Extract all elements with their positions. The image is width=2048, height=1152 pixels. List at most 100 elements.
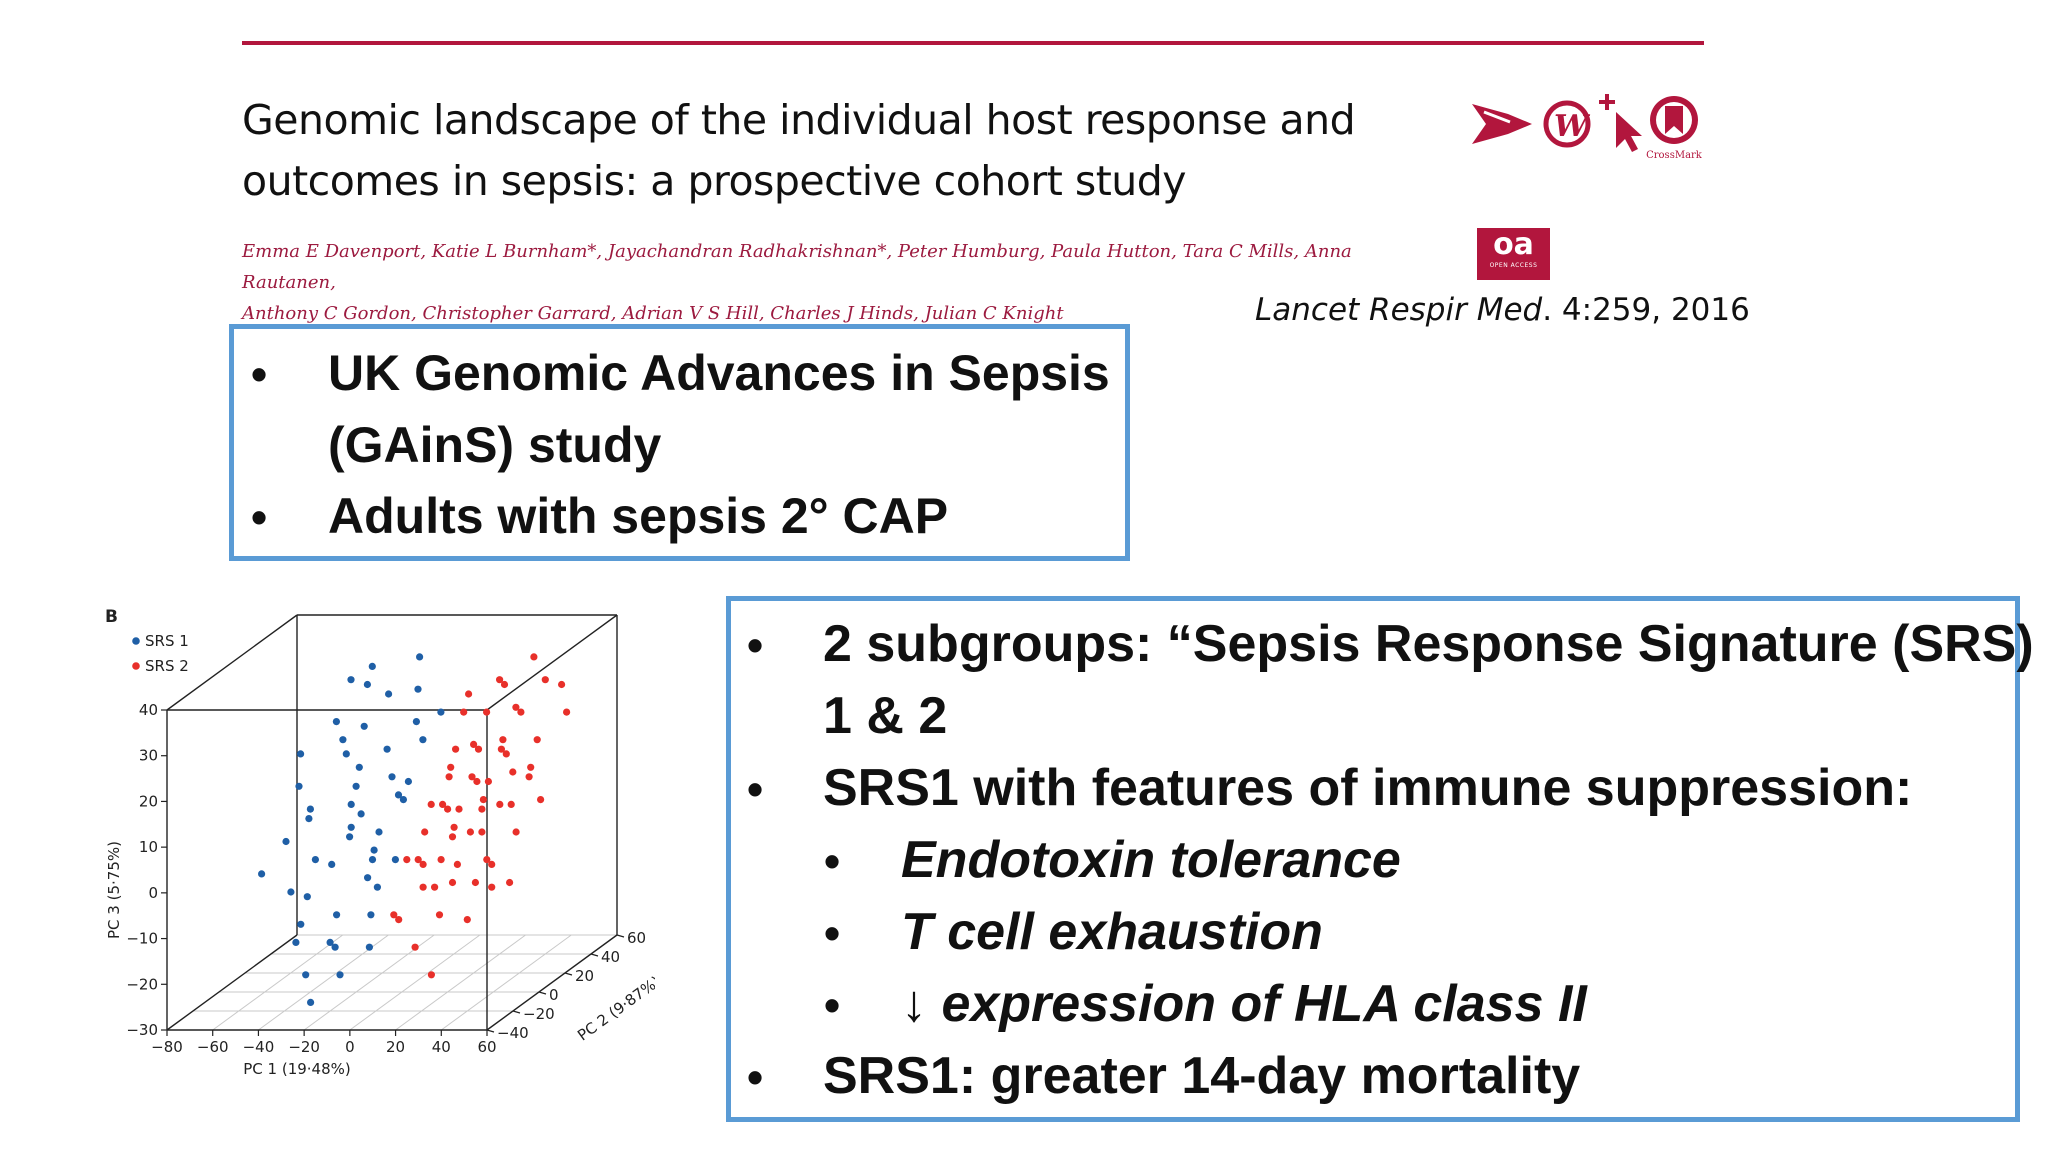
srs2-point	[435, 911, 444, 919]
srs1-point	[303, 893, 311, 901]
srs2-point	[563, 708, 571, 716]
srs2-point	[419, 883, 427, 891]
srs1-point	[342, 750, 350, 758]
feature-hla-expression: expression of HLA class II	[927, 975, 1587, 1033]
cube-edge	[486, 614, 618, 711]
srs1-point	[347, 800, 355, 808]
srs1-point	[391, 856, 399, 864]
srs1-point	[311, 856, 319, 864]
x-tick-label: 40	[432, 1038, 451, 1056]
srs2-point	[512, 828, 520, 836]
srs2-point	[421, 828, 429, 836]
y-tick-label: 10	[139, 838, 158, 856]
srs1-point	[368, 662, 376, 670]
srs1-point	[383, 745, 391, 753]
srs1-point	[419, 736, 427, 744]
srs1-point	[282, 837, 290, 846]
srs1-point	[347, 676, 355, 684]
srs2-point	[537, 796, 545, 804]
svg-text:W: W	[1554, 109, 1591, 144]
srs2-point	[470, 740, 478, 748]
srs2-point	[445, 773, 453, 781]
srs2-point	[484, 777, 492, 786]
x-tick-label: 0	[345, 1038, 355, 1056]
srs2-point	[468, 773, 476, 781]
y-tick-label: −20	[126, 975, 158, 993]
y-tick-label: 40	[139, 701, 158, 719]
srs2-point	[431, 883, 439, 891]
z-tick-label: −20	[523, 1005, 555, 1023]
srs2-point	[507, 800, 515, 808]
arrow-logo-icon[interactable]	[1472, 104, 1532, 144]
srs2-point	[460, 708, 468, 716]
y-tick-label: 30	[139, 747, 158, 765]
srs1-point	[287, 888, 295, 896]
author-list: Emma E Davenport, Katie L Burnham*, Jaya…	[242, 236, 1392, 329]
z-tick	[538, 991, 547, 995]
srs2-point	[558, 680, 566, 689]
citation-details: . 4:259, 2016	[1542, 292, 1750, 328]
srs2-point	[414, 856, 422, 864]
subgroups-line-1: 2 subgroups: “Sepsis Response Signature …	[823, 615, 2034, 673]
bullet: •	[747, 763, 764, 815]
cube-edge	[166, 934, 298, 1031]
floor-gridline	[212, 934, 344, 1031]
floor-gridline	[440, 934, 572, 1031]
srs1-point	[375, 828, 383, 836]
srs1-point	[328, 860, 336, 868]
srs1-point	[388, 773, 396, 781]
z-tick-label: 60	[627, 929, 646, 947]
srs2-point	[465, 690, 473, 698]
srs1-point	[347, 823, 355, 831]
header-rule	[242, 41, 1704, 45]
w-logo-icon[interactable]: W	[1543, 100, 1591, 148]
feature-endotoxin-tolerance: Endotoxin tolerance	[901, 831, 1401, 889]
y-tick-label: 0	[148, 884, 158, 902]
srs1-point	[365, 943, 373, 951]
srs1-point	[258, 870, 266, 878]
srs1-point	[352, 782, 360, 790]
bullet: •	[747, 619, 764, 671]
srs2-point	[452, 745, 460, 753]
x-tick-label: −40	[243, 1038, 275, 1056]
crossmark-label: CrossMark	[1646, 150, 1703, 161]
z-tick	[486, 1029, 495, 1033]
srs1-point	[297, 920, 305, 928]
y-tick-label: −30	[126, 1021, 158, 1039]
x-tick-label: 60	[477, 1038, 496, 1056]
feature-t-cell-exhaustion: T cell exhaustion	[901, 903, 1323, 961]
bullet: •	[824, 907, 841, 959]
x-axis-label: PC 1 (19·48%)	[243, 1060, 351, 1078]
authors-line-1: Emma E Davenport, Katie L Burnham*, Jaya…	[242, 241, 1352, 293]
srs2-point	[444, 805, 452, 813]
srs2-point	[427, 971, 435, 979]
crossmark-icon[interactable]: CrossMark	[1646, 96, 1703, 161]
srs2-point	[478, 805, 486, 813]
bullet: •	[251, 348, 268, 400]
floor-gridline	[395, 934, 526, 1031]
srs1-point	[292, 938, 300, 946]
srs1-point	[437, 708, 445, 716]
floor-gridline	[258, 934, 389, 1031]
srs1-point	[414, 685, 422, 693]
z-tick-label: 40	[601, 948, 620, 966]
z-tick	[564, 972, 573, 976]
srs2-point	[502, 750, 510, 758]
citation: Lancet Respir Med. 4:259, 2016	[1255, 292, 1750, 328]
z-tick	[512, 1010, 521, 1014]
srs1-point	[305, 815, 313, 823]
srs2-point	[506, 878, 514, 887]
srs1-point	[385, 690, 393, 698]
srs2-point	[530, 653, 538, 661]
z-tick	[616, 934, 625, 938]
study-population: Adults with sepsis 2° CAP	[328, 488, 949, 544]
cube-edge	[166, 614, 298, 711]
srs2-point	[403, 856, 411, 864]
z-tick-label: 0	[549, 986, 559, 1004]
srs1-point	[326, 938, 334, 946]
pca-3d-scatter: −80 −60 −40 −20 0 20 40 60−30−20−10010203040−40…	[105, 607, 655, 1078]
down-arrow-icon: ↓	[901, 975, 927, 1033]
cursor-icon[interactable]	[1599, 94, 1642, 152]
study-info-box: • UK Genomic Advances in Sepsis (GAinS) …	[229, 324, 1130, 561]
oa-sublabel: OPEN ACCESS	[1489, 262, 1538, 269]
